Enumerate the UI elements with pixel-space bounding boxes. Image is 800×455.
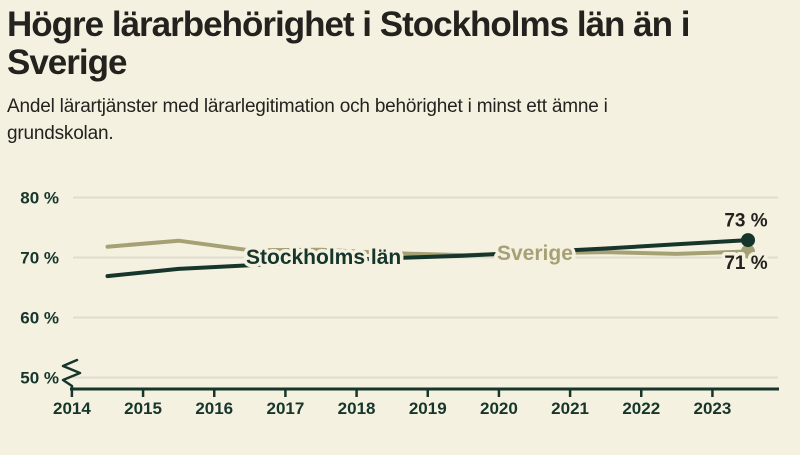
y-tick-label-50: 50 % <box>20 369 59 388</box>
page-title-line2: Sverige <box>7 43 127 83</box>
series-line-0 <box>105 238 750 279</box>
x-tick-label-2016: 2016 <box>195 399 233 418</box>
page-subtitle-line2: grundskolan. <box>7 123 114 145</box>
page-title: Högre lärarbehörighet i Stockholms län ä… <box>7 5 793 83</box>
series-line-1 <box>105 238 750 258</box>
x-tick-label-2018: 2018 <box>338 399 376 418</box>
series-end-label-1: 71 % <box>724 253 767 274</box>
page-title-line1: Högre lärarbehörighet i Stockholms län ä… <box>7 5 690 44</box>
x-tick-label-2023: 2023 <box>694 399 732 418</box>
chart-header: Högre lärarbehörighet i Stockholms län ä… <box>7 5 793 148</box>
y-tick-label-70: 70 % <box>20 249 59 268</box>
x-tick-label-2019: 2019 <box>409 399 447 418</box>
x-tick-label-2014: 2014 <box>53 399 91 418</box>
x-tick-label-2021: 2021 <box>551 399 589 418</box>
x-tick-label-2022: 2022 <box>622 399 660 418</box>
series-inline-label-0: Stockholms län <box>246 246 401 269</box>
series-inline-label-1: Sverige <box>497 242 573 265</box>
page-subtitle-line1: Andel lärartjänster med lärarlegitimatio… <box>7 96 608 118</box>
series-end-dot-1 <box>741 244 756 259</box>
series-end-label-0: 73 % <box>724 211 767 232</box>
y-tick-label-80: 80 % <box>20 189 59 208</box>
page-subtitle: Andel lärartjänster med lärarlegitimatio… <box>7 94 793 148</box>
x-tick-label-2020: 2020 <box>480 399 518 418</box>
x-tick-label-2015: 2015 <box>124 399 162 418</box>
axis-break-icon <box>61 358 82 392</box>
x-tick-label-2017: 2017 <box>266 399 304 418</box>
y-tick-label-60: 60 % <box>20 309 59 328</box>
series-end-dot-0 <box>741 233 756 248</box>
